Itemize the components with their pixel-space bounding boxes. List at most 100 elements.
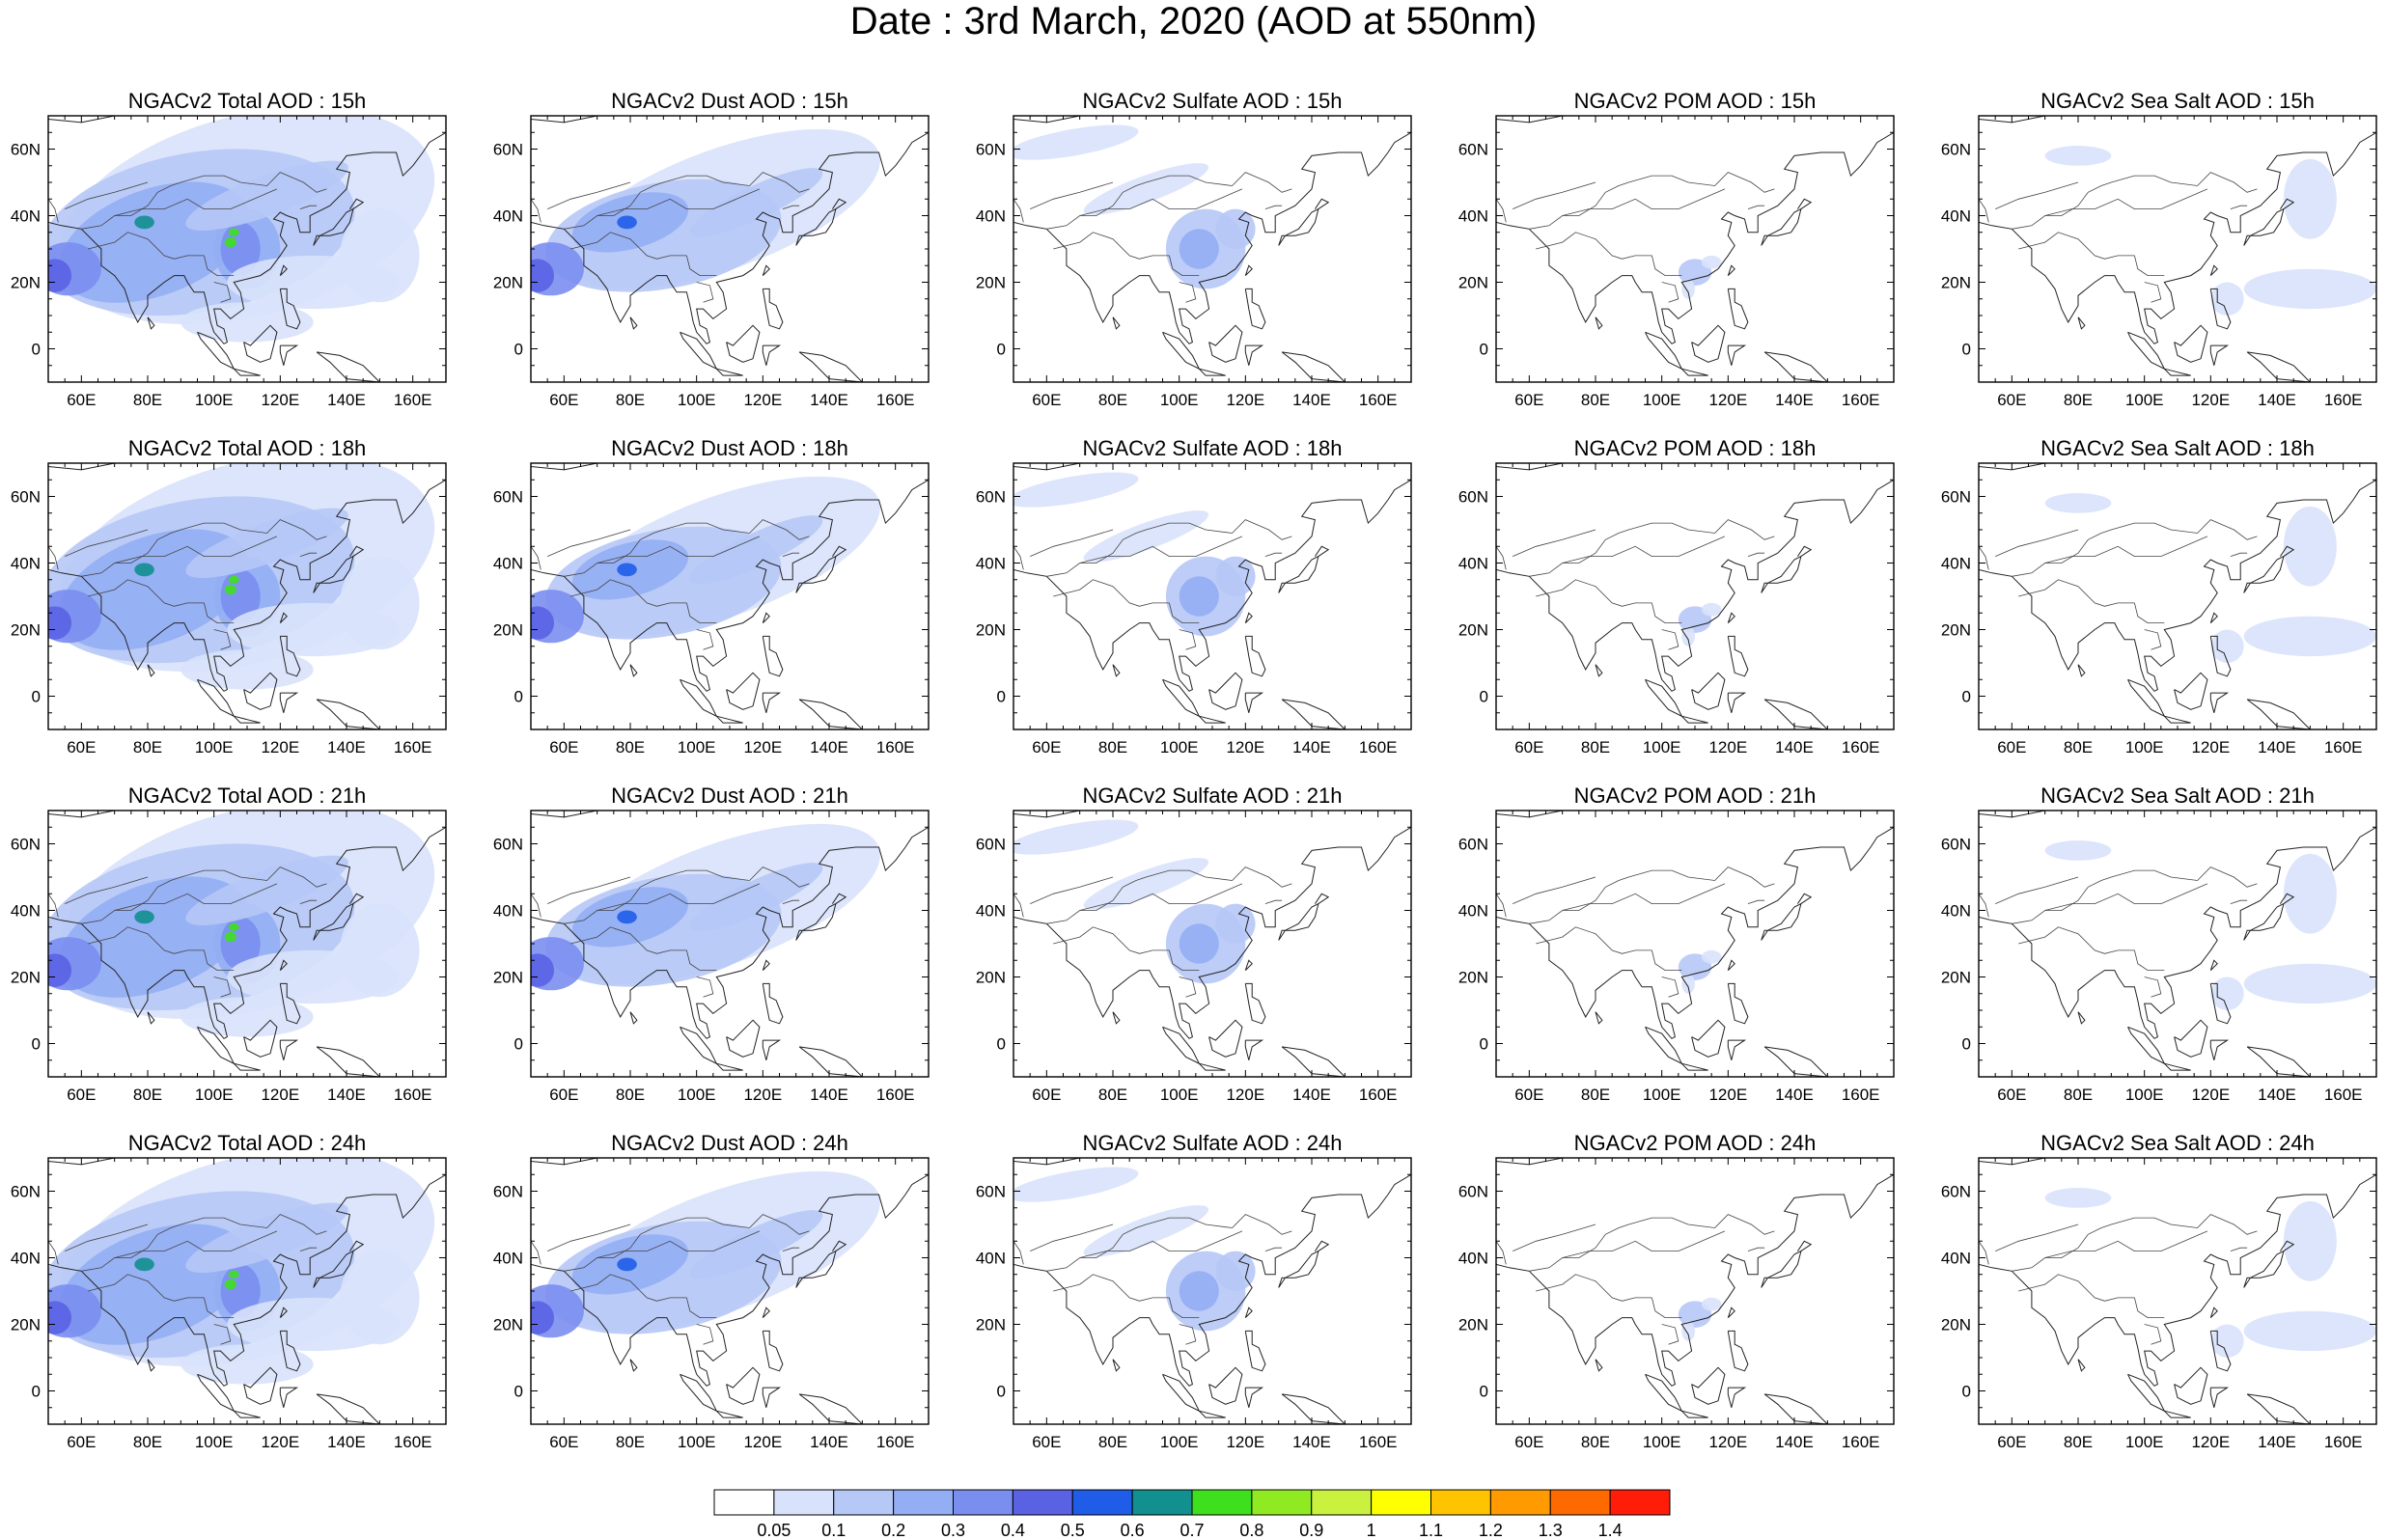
colorbar-label: 0.1 <box>821 1521 846 1540</box>
panel-title: NGACv2 Sulfate AOD : 18h <box>1082 436 1343 460</box>
border-line <box>204 255 235 276</box>
border-line <box>1661 282 1679 303</box>
map-plot: 60E 80E 100E 120E 140E 160E 60N 40N 20N 0 <box>11 1157 447 1451</box>
lon-tick-label: 160E <box>394 1433 432 1451</box>
coastline <box>197 1373 236 1413</box>
coastline <box>1796 893 1813 905</box>
border-line <box>1651 949 1682 971</box>
coastline <box>2246 1393 2312 1424</box>
lat-tick-label: 20N <box>11 1316 41 1334</box>
coastline <box>279 288 301 330</box>
map-background <box>1496 463 1894 729</box>
lon-tick-label: 120E <box>261 738 299 756</box>
lat-tick-label: 0 <box>1480 1383 1488 1401</box>
coastline <box>1691 1366 1726 1405</box>
coastline <box>147 1359 155 1372</box>
colorbar-swatch <box>1549 1489 1611 1516</box>
aod-plume <box>2283 158 2337 239</box>
aod-plume <box>1681 974 1695 994</box>
lon-tick-label: 160E <box>876 1086 915 1104</box>
map-plot: 60E 80E 100E 120E 140E 160E 60N 40N 20N 0 <box>493 810 930 1104</box>
lon-tick-label: 60E <box>1032 738 1061 756</box>
coastline <box>243 324 278 363</box>
aod-plume <box>340 903 420 998</box>
lon-tick-label: 100E <box>2125 1086 2164 1104</box>
lon-tick-label: 120E <box>743 1086 782 1104</box>
coastline <box>1013 131 1411 344</box>
lat-tick-label: 0 <box>32 1383 41 1401</box>
border-line <box>1169 255 1200 276</box>
coastline <box>2163 1062 2191 1071</box>
lon-tick-label: 80E <box>133 1433 162 1451</box>
lat-tick-label: 40N <box>976 902 1006 921</box>
lon-tick-label: 120E <box>743 1433 782 1451</box>
lon-tick-label: 80E <box>1581 391 1610 409</box>
lon-tick-label: 160E <box>2324 1086 2363 1104</box>
figure-title: Date : 3rd March, 2020 (AOD at 550nm) <box>849 0 1538 42</box>
coastline <box>316 1046 381 1077</box>
aod-plume <box>228 575 239 584</box>
coastline <box>1796 198 1813 210</box>
coastline <box>531 131 929 344</box>
border-line <box>1179 629 1197 650</box>
coastline <box>2279 545 2295 558</box>
lon-tick-label: 80E <box>616 738 645 756</box>
aod-plume <box>2210 976 2244 1010</box>
coastline <box>2077 664 2086 677</box>
aod-plume <box>224 1279 237 1290</box>
border-line <box>81 519 327 577</box>
coastline <box>2174 324 2208 363</box>
coastline <box>680 331 718 371</box>
map-panel-pom: NGACv2 POM AOD : 15h 60E 80E 100E 120E 140E 16… <box>1458 89 1979 409</box>
border-line <box>1747 205 1765 209</box>
colorbar-swatch <box>1371 1489 1431 1516</box>
lon-tick-label: 140E <box>1775 391 1814 409</box>
lon-tick-label: 100E <box>1643 1086 1681 1104</box>
border-line <box>2134 255 2165 276</box>
lat-tick-label: 40N <box>493 902 523 921</box>
coastline <box>2209 959 2218 971</box>
lon-tick-label: 80E <box>2064 391 2093 409</box>
border-line <box>564 172 810 230</box>
coastline <box>762 959 770 971</box>
lat-tick-label: 0 <box>32 688 41 706</box>
coastline <box>680 1373 718 1413</box>
lat-tick-label: 0 <box>997 341 1006 359</box>
coastline <box>629 1359 638 1372</box>
aod-plume <box>2243 1310 2376 1352</box>
panel-title: NGACv2 Sulfate AOD : 24h <box>1082 1131 1343 1155</box>
coastline <box>726 672 761 710</box>
border-line <box>1179 282 1197 303</box>
border-line <box>1529 1214 1775 1272</box>
lon-tick-label: 160E <box>2324 738 2363 756</box>
coastline <box>762 288 784 330</box>
border-line <box>299 552 318 557</box>
colorbar-label: 0.8 <box>1239 1521 1263 1540</box>
border-line <box>88 232 205 260</box>
map-panel-total: NGACv2 Total AOD : 21h 60E 80E 100E 120E 140E… <box>11 784 531 1104</box>
coastline <box>2246 1046 2312 1077</box>
coastline <box>1244 982 1266 1025</box>
coastline <box>1278 902 1319 941</box>
colorbar-label: 0.05 <box>757 1521 791 1540</box>
coastline <box>1763 1046 1829 1077</box>
border-line <box>2230 1247 2248 1251</box>
border-line <box>1046 1214 1292 1272</box>
border-line <box>1513 181 1596 209</box>
coastline <box>1727 1039 1747 1060</box>
lon-tick-label: 60E <box>1997 1086 2026 1104</box>
border-line <box>2044 188 2208 216</box>
map-background <box>1496 116 1894 382</box>
lon-tick-label: 160E <box>1842 1086 1880 1104</box>
border-line <box>1053 232 1170 260</box>
aod-plume <box>220 222 261 276</box>
lon-tick-label: 80E <box>133 1086 162 1104</box>
lon-tick-label: 100E <box>1643 1433 1681 1451</box>
lat-tick-label: 20N <box>1458 621 1488 640</box>
aod-plume <box>134 215 154 230</box>
coastline <box>1112 316 1121 330</box>
lon-tick-label: 120E <box>1708 738 1747 756</box>
lon-tick-label: 120E <box>743 391 782 409</box>
coastline <box>1281 1393 1346 1424</box>
border-line <box>48 1241 59 1265</box>
